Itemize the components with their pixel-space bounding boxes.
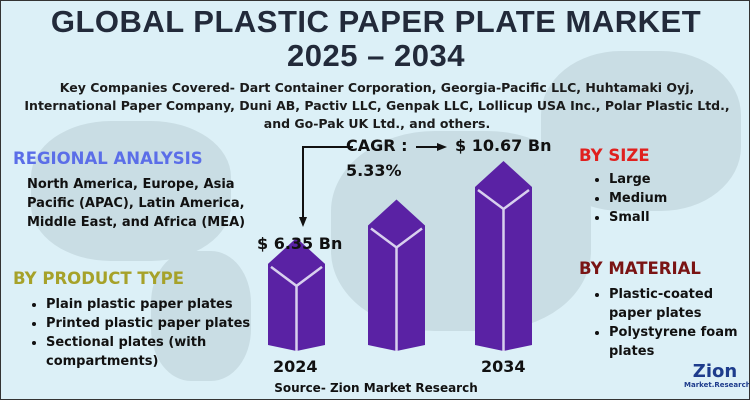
size-list: Large Medium Small (589, 170, 739, 227)
material-heading: BY MATERIAL (579, 259, 701, 278)
bar-value-label: $ 6.35 Bn (257, 234, 343, 253)
list-item: Large (609, 170, 739, 189)
key-companies: Key Companies Covered- Dart Container Co… (24, 80, 730, 131)
arrow-head-icon (299, 217, 307, 227)
zion-logo: Zion Market.Research (684, 361, 750, 390)
world-map-bg (151, 251, 251, 381)
size-heading: BY SIZE (579, 146, 650, 165)
bar-value-label: $ 10.67 Bn (455, 136, 552, 155)
list-item: Medium (609, 189, 739, 208)
source-text: Source- Zion Market Research (274, 381, 478, 395)
list-item: Plain plastic paper plates (46, 295, 266, 314)
logo-text: Zion (692, 361, 738, 382)
list-item: Small (609, 208, 739, 227)
material-list: Plastic-coated paper plates Polystyrene … (589, 285, 749, 361)
page-title: GLOBAL PLASTIC PAPER PLATE MARKET 2025 – … (50, 4, 702, 73)
list-item: Plastic-coated paper plates (609, 285, 749, 323)
world-map-bg (31, 121, 231, 261)
regional-text: North America, Europe, Asia Pacific (APA… (27, 177, 246, 230)
list-item: Polystyrene foam plates (609, 323, 749, 361)
product-heading: BY PRODUCT TYPE (13, 269, 184, 288)
cagr-value: 5.33% (346, 161, 402, 180)
cagr-arrow-line (302, 146, 353, 219)
cagr-label: CAGR : (346, 136, 408, 155)
arrow-head-icon (437, 143, 447, 151)
x-tick-label: 2024 (273, 357, 318, 376)
world-map-bg (541, 51, 741, 211)
list-item: Sectional plates (with compartments) (46, 333, 266, 371)
product-list: Plain plastic paper plates Printed plast… (26, 295, 266, 371)
x-tick-label: 2034 (481, 357, 526, 376)
regional-heading: REGIONAL ANALYSIS (13, 149, 203, 168)
list-item: Printed plastic paper plates (46, 314, 266, 333)
logo-subtext: Market.Research (684, 381, 750, 389)
